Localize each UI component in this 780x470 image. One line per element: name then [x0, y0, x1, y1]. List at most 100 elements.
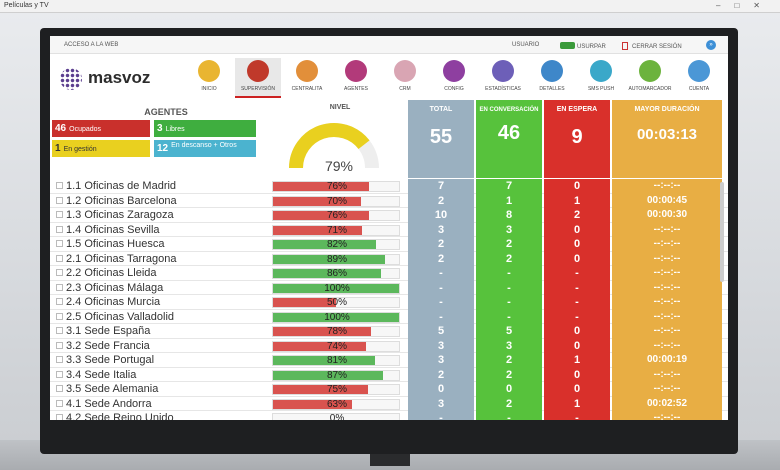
level-fill: [273, 341, 367, 351]
duracion-cell: 00:00:30: [612, 208, 722, 223]
row-checkbox[interactable]: [56, 269, 63, 276]
row-checkbox[interactable]: [56, 356, 63, 363]
nav-item-7[interactable]: DETALLES: [529, 58, 575, 98]
level-bar: 78%: [272, 326, 400, 337]
level-bar: 71%: [272, 224, 400, 236]
table-row[interactable]: 1.1 Oficinas de Madrid 76% 7 7 0 --:--:--: [50, 179, 728, 194]
espera-cell: 1: [544, 396, 610, 411]
conversacion-cell: 8: [476, 208, 542, 223]
level-fill: [273, 182, 369, 191]
conversacion-cell: -: [476, 280, 542, 295]
nav-icon: [541, 60, 563, 82]
nav-item-8[interactable]: SMS PUSH: [578, 58, 624, 98]
nav-icon: [345, 60, 367, 82]
table-row[interactable]: 4.2 Sede Reino Unido 0% - - - --:--:--: [50, 411, 728, 420]
level-fill: [273, 196, 362, 206]
row-checkbox[interactable]: [56, 370, 63, 378]
level-fill: [273, 327, 372, 336]
row-checkbox[interactable]: [56, 341, 63, 349]
office-name: 1.1 Oficinas de Madrid: [66, 180, 177, 192]
table-row[interactable]: 3.3 Sede Portugal 81% 3 2 1 00:00:19: [50, 353, 728, 368]
window-title: Películas y TV: [4, 2, 49, 9]
office-name: 4.1 Sede Andorra: [66, 397, 152, 410]
row-checkbox[interactable]: [56, 414, 63, 420]
table-row[interactable]: 2.5 Oficinas Valladolid 100% - - - --:--:--: [50, 309, 728, 324]
office-name: 2.5 Oficinas Valladolid: [66, 310, 175, 323]
window-controls[interactable]: –□✕: [716, 1, 774, 10]
brand-logo[interactable]: masvoz: [60, 64, 180, 92]
table-row[interactable]: 1.5 Oficinas Huesca 82% 2 2 0 --:--:--: [50, 237, 728, 252]
table-row[interactable]: 2.2 Oficinas Lleida 86% - - - --:--:--: [50, 266, 728, 281]
conversacion-cell: 2: [476, 251, 542, 266]
level-fill: [273, 269, 382, 278]
table-row[interactable]: 3.4 Sede Italia 87% 2 2 0 --:--:--: [50, 367, 728, 382]
espera-cell: 1: [544, 193, 610, 208]
row-checkbox[interactable]: [56, 182, 63, 189]
nav-icon: [296, 60, 318, 82]
web-access-link[interactable]: ACCESO A LA WEB: [64, 42, 119, 48]
users-icon: [560, 42, 575, 49]
help-icon[interactable]: »: [706, 40, 716, 50]
row-checkbox[interactable]: [56, 225, 63, 233]
row-checkbox[interactable]: [56, 385, 63, 392]
kpi-espera-value: 9: [571, 126, 583, 148]
level-bar: 75%: [272, 384, 400, 395]
row-checkbox[interactable]: [56, 399, 63, 407]
libres-badge[interactable]: 3 Libres: [154, 120, 256, 137]
nav-item-9[interactable]: AUTOMARCADOR: [627, 58, 673, 98]
usurpar-link[interactable]: USURPAR: [560, 42, 606, 50]
espera-cell: -: [544, 411, 610, 420]
level-bar: 63%: [272, 398, 400, 410]
row-checkbox[interactable]: [56, 283, 63, 291]
office-name: 1.4 Oficinas Sevilla: [66, 223, 160, 236]
monitor: ACCESO A LA WEB USUARIO USURPAR CERRAR S…: [40, 28, 738, 466]
level-bar: 0%: [272, 413, 400, 420]
nav-item-5[interactable]: CONFIG: [431, 58, 477, 98]
level-percent: 71%: [326, 224, 347, 236]
total-cell: -: [408, 280, 474, 295]
nav-item-1[interactable]: SUPERVISIÓN: [235, 58, 281, 98]
descanso-badge[interactable]: 12 En descanso + Otros: [154, 140, 256, 157]
nav-label: INICIO: [201, 86, 217, 92]
table-row[interactable]: 3.2 Sede Francia 74% 3 3 0 --:--:--: [50, 338, 728, 353]
gestion-badge[interactable]: 1 En gestión: [52, 140, 150, 157]
row-checkbox[interactable]: [56, 240, 63, 247]
row-checkbox[interactable]: [56, 298, 63, 305]
office-name: 2.4 Oficinas Murcia: [66, 296, 161, 308]
level-fill: [273, 225, 363, 235]
nav-item-4[interactable]: CRM: [382, 58, 428, 98]
row-checkbox[interactable]: [56, 327, 63, 334]
total-cell: 5: [408, 324, 474, 339]
conversacion-cell: -: [476, 295, 542, 310]
row-checkbox[interactable]: [56, 211, 63, 218]
nav-label: AUTOMARCADOR: [628, 86, 672, 92]
row-checkbox[interactable]: [56, 312, 63, 320]
level-fill: [273, 399, 353, 409]
table-row[interactable]: 2.3 Oficinas Málaga 100% - - - --:--:--: [50, 280, 728, 295]
nav-item-0[interactable]: INICIO: [186, 58, 232, 98]
table-row[interactable]: 1.4 Oficinas Sevilla 71% 3 3 0 --:--:--: [50, 222, 728, 237]
user-link[interactable]: USUARIO: [512, 42, 540, 48]
nav-item-3[interactable]: AGENTES: [333, 58, 379, 98]
espera-cell: -: [544, 295, 610, 310]
office-name: 1.5 Oficinas Huesca: [66, 238, 165, 250]
table-row[interactable]: 3.5 Sede Alemania 75% 0 0 0 --:--:--: [50, 382, 728, 397]
table-scrollbar[interactable]: [720, 182, 724, 282]
row-checkbox[interactable]: [56, 254, 63, 262]
total-cell: 3: [408, 222, 474, 237]
office-name: 2.2 Oficinas Lleida: [66, 267, 157, 279]
nav-item-6[interactable]: ESTADÍSTICAS: [480, 58, 526, 98]
office-name: 2.3 Oficinas Málaga: [66, 281, 164, 294]
table-row[interactable]: 2.1 Oficinas Tarragona 89% 2 2 0 --:--:--: [50, 251, 728, 266]
table-row[interactable]: 4.1 Sede Andorra 63% 3 2 1 00:02:52: [50, 396, 728, 411]
logout-link[interactable]: CERRAR SESIÓN: [622, 42, 682, 50]
level-bar: 100%: [272, 311, 400, 323]
row-checkbox[interactable]: [56, 196, 63, 204]
table-row[interactable]: 1.3 Oficinas Zaragoza 76% 10 8 2 00:00:30: [50, 208, 728, 223]
table-row[interactable]: 2.4 Oficinas Murcia 50% - - - --:--:--: [50, 295, 728, 310]
table-row[interactable]: 3.1 Sede España 78% 5 5 0 --:--:--: [50, 324, 728, 339]
nav-item-2[interactable]: CENTRALITA: [284, 58, 330, 98]
ocupados-badge[interactable]: 46 Ocupados: [52, 120, 150, 137]
nav-item-10[interactable]: CUENTA: [676, 58, 722, 98]
table-row[interactable]: 1.2 Oficinas Barcelona 70% 2 1 1 00:00:45: [50, 193, 728, 208]
